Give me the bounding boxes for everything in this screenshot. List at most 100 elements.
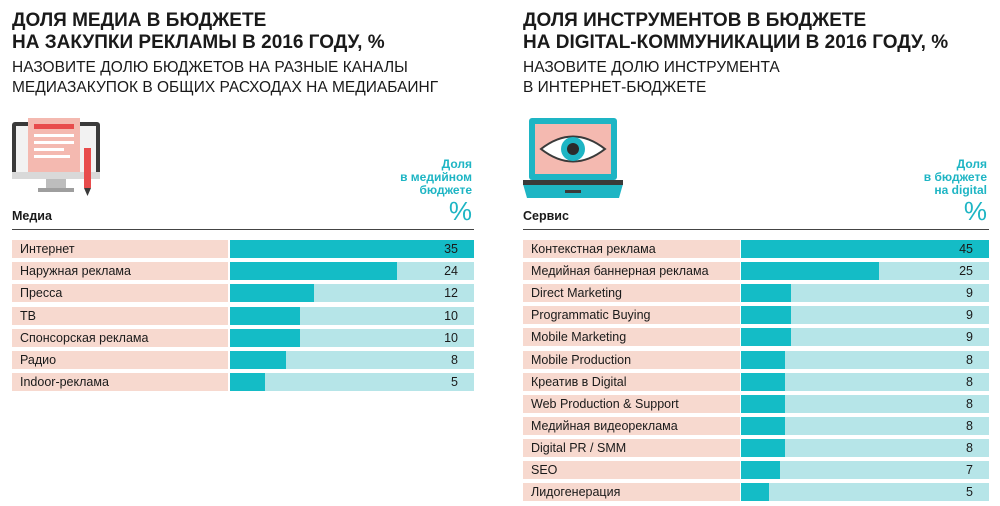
value-header: Доля в бюджете на digital (924, 158, 987, 197)
header-divider (523, 229, 989, 230)
bar-track: 8 (741, 438, 989, 457)
bar-label: Медийная видеореклама (523, 416, 740, 435)
bar-label: Digital PR / SMM (523, 438, 740, 457)
chart-title-line2: НА ЗАКУПКИ РЕКЛАМЫ В 2016 ГОДУ, % (12, 32, 385, 53)
chart-subtitle-line1: НАЗОВИТЕ ДОЛЮ БЮДЖЕТОВ НА РАЗНЫЕ КАНАЛЫ (12, 59, 408, 76)
bar-track: 9 (741, 328, 989, 347)
bar-row: Пресса 12 (12, 284, 474, 303)
bar-label: Web Production & Support (523, 394, 740, 413)
bar-row: Mobile Production 8 (523, 350, 989, 369)
chart-subtitle: НАЗОВИТЕ ДОЛЮ БЮДЖЕТОВ НА РАЗНЫЕ КАНАЛЫ … (12, 58, 438, 98)
bar (741, 328, 791, 347)
value-header: Доля в медийном бюджете (400, 158, 472, 197)
chart-title-line1: ДОЛЯ ИНСТРУМЕНТОВ В БЮДЖЕТЕ (523, 10, 867, 31)
bar-label: Медийная баннерная реклама (523, 262, 740, 281)
bar-track: 5 (230, 373, 474, 392)
bar (230, 328, 300, 347)
digital-tools-panel: ДОЛЯ ИНСТРУМЕНТОВ В БЮДЖЕТЕ НА DIGITAL-К… (523, 0, 989, 506)
chart-subtitle-line2: МЕДИАЗАКУПОК В ОБЩИХ РАСХОДАХ НА МЕДИАБА… (12, 79, 439, 96)
header-divider (12, 229, 474, 230)
bar-value-label: 12 (444, 286, 458, 301)
bar-value-label: 5 (451, 375, 458, 390)
bar (741, 306, 791, 325)
bar-label: Direct Marketing (523, 284, 740, 303)
bar-label: Спонсорская реклама (12, 328, 228, 347)
bar-value-label: 8 (966, 440, 973, 455)
bar-value-label: 9 (966, 286, 973, 301)
value-header-line2: в бюджете (923, 170, 987, 184)
bar (741, 262, 879, 281)
bar (741, 284, 791, 303)
bar-value-label: 8 (966, 396, 973, 411)
bar (230, 373, 265, 392)
bar-value-label: 8 (966, 374, 973, 389)
bar-row: Медийная баннерная реклама 25 (523, 262, 989, 281)
category-header: Медиа (12, 209, 52, 223)
bar (741, 394, 786, 413)
bar (230, 240, 474, 258)
bar-value-label: 8 (966, 418, 973, 433)
category-header: Сервис (523, 209, 569, 223)
bar-track: 9 (741, 284, 989, 303)
bar-value-label: 25 (959, 264, 973, 279)
bar-label: Пресса (12, 284, 228, 303)
chart-title: ДОЛЯ ИНСТРУМЕНТОВ В БЮДЖЕТЕ НА DIGITAL-К… (523, 10, 948, 54)
bar-value-label: 7 (966, 463, 973, 477)
bar-row: Mobile Marketing 9 (523, 328, 989, 347)
bar (230, 351, 286, 369)
bar-label: Креатив в Digital (523, 372, 740, 391)
bar-track: 8 (741, 350, 989, 369)
bar-track: 12 (230, 284, 474, 303)
bar (741, 438, 786, 457)
bar-label: Programmatic Buying (523, 306, 740, 325)
bar-label: Наружная реклама (12, 262, 228, 281)
bar-track: 35 (230, 240, 474, 258)
bar-track: 8 (741, 372, 989, 391)
bar-track: 8 (230, 351, 474, 369)
bar-row: ТВ 10 (12, 306, 474, 325)
bar (741, 483, 769, 502)
bar-row: Радио 8 (12, 351, 474, 369)
value-header-line3: на digital (934, 183, 987, 197)
bar-track: 25 (741, 262, 989, 281)
bar-label: Лидогенерация (523, 483, 740, 502)
chart-title-line1: ДОЛЯ МЕДИА В БЮДЖЕТЕ (12, 10, 267, 31)
bar-label: ТВ (12, 306, 228, 325)
bar-row: Наружная реклама 24 (12, 262, 474, 281)
value-header-line1: Доля (441, 157, 472, 171)
bar-row: Web Production & Support 8 (523, 394, 989, 413)
bar-track: 10 (230, 328, 474, 347)
chart-subtitle-line2: В ИНТЕРНЕТ-БЮДЖЕТЕ (523, 79, 707, 96)
bar-value-label: 35 (444, 242, 458, 256)
bar (741, 350, 786, 369)
bar-row: SEO 7 (523, 461, 989, 479)
bar (230, 284, 314, 303)
bar (741, 372, 786, 391)
bar-track: 10 (230, 306, 474, 325)
bar-track: 8 (741, 416, 989, 435)
bar-track: 24 (230, 262, 474, 281)
bar-track: 9 (741, 306, 989, 325)
chart-title-line2: НА DIGITAL-КОММУНИКАЦИИ В 2016 ГОДУ, % (523, 32, 949, 53)
bar-track: 7 (741, 461, 989, 479)
bar-row: Programmatic Buying 9 (523, 306, 989, 325)
bar-row: Indoor-реклама 5 (12, 373, 474, 392)
bar (741, 416, 786, 435)
bar-row: Direct Marketing 9 (523, 284, 989, 303)
bar-row: Лидогенерация 5 (523, 483, 989, 502)
bar-track: 8 (741, 394, 989, 413)
bar (741, 461, 780, 479)
bar (230, 306, 300, 325)
value-header-line2: в медийном (400, 170, 472, 184)
media-share-panel: ДОЛЯ МЕДИА В БЮДЖЕТЕ НА ЗАКУПКИ РЕКЛАМЫ … (12, 0, 474, 400)
bar-row: Контекстная реклама 45 (523, 240, 989, 258)
bar-label: Радио (12, 351, 228, 369)
bar-row: Интернет 35 (12, 240, 474, 258)
bar-row: Digital PR / SMM 8 (523, 438, 989, 457)
bar-value-label: 45 (959, 242, 973, 256)
bar-value-label: 10 (444, 330, 458, 345)
bar-track: 5 (741, 483, 989, 502)
bar-row: Медийная видеореклама 8 (523, 416, 989, 435)
bar-label: Indoor-реклама (12, 373, 228, 392)
value-header-line3: бюджете (419, 183, 472, 197)
